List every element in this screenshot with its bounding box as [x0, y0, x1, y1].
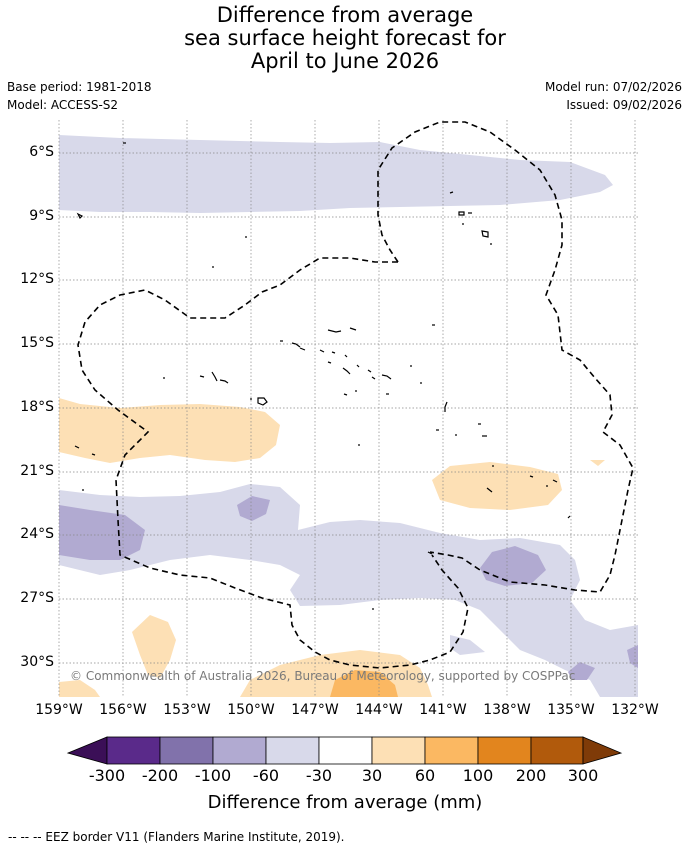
- title-line-2: sea surface height forecast for: [184, 26, 506, 50]
- pos-speck-east: [590, 460, 605, 466]
- title-line-1: Difference from average: [216, 3, 474, 27]
- neg-patch-southeast: [568, 662, 595, 680]
- lon-label-147w: 147°W: [291, 702, 339, 718]
- lat-label-15s: 15°S: [20, 335, 54, 351]
- neg-speck-south: [450, 635, 485, 655]
- issued-date: Issued: 09/02/2026: [566, 98, 682, 112]
- pos-region-east: [432, 462, 562, 510]
- lat-label-30s: 30°S: [20, 654, 54, 670]
- colorbar-tick: 200: [515, 766, 547, 785]
- lon-label-144w: 144°W: [355, 702, 403, 718]
- anomaly-field: [59, 135, 638, 697]
- model-run: Model run: 07/02/2026: [544, 80, 682, 94]
- meta-right: Model run: 07/02/2026 Issued: 09/02/2026: [545, 78, 682, 114]
- lon-label-135w: 135°W: [547, 702, 595, 718]
- copyright-notice: © Commonwealth of Australia 2026, Bureau…: [70, 669, 576, 683]
- lat-label-6s: 6°S: [29, 144, 54, 160]
- colorbar-bin-4: [265, 736, 320, 765]
- islands: [74, 142, 571, 610]
- lat-label-9s: 9°S: [29, 208, 54, 224]
- lat-label-12s: 12°S: [20, 271, 54, 287]
- pos-region-southwest-corner: [59, 680, 100, 697]
- neg-patch-central: [237, 496, 270, 521]
- colorbar-bin-7: [424, 736, 479, 765]
- colorbar-bin-9: [530, 736, 584, 765]
- eez-border: [77, 121, 634, 669]
- pos-region-west: [59, 398, 280, 463]
- lon-label-150w: 150°W: [227, 702, 275, 718]
- map-title: Difference from average sea surface heig…: [0, 4, 690, 73]
- colorbar-tick: 30: [361, 766, 383, 785]
- colorbar-tick: -60: [252, 766, 280, 785]
- lon-label-156w: 156°W: [99, 702, 147, 718]
- neg-region-south: [59, 484, 638, 697]
- colorbar-tick: -100: [194, 766, 232, 785]
- colorbar-bin-1: [106, 736, 161, 765]
- lon-label-153w: 153°W: [163, 702, 211, 718]
- graticule: [58, 120, 638, 697]
- colorbar-bin-5: [318, 736, 373, 765]
- colorbar: [66, 736, 623, 765]
- colorbar-tick: -300: [88, 766, 126, 785]
- colorbar-tick: 300: [567, 766, 599, 785]
- colorbar-tick: -30: [305, 766, 333, 785]
- lat-label-27s: 27°S: [20, 590, 54, 606]
- colorbar-tick: 60: [414, 766, 436, 785]
- colorbar-bin-8: [477, 736, 532, 765]
- lat-label-18s: 18°S: [20, 399, 54, 415]
- eez-footnote: -- -- -- EEZ border V11 (Flanders Marine…: [8, 830, 345, 844]
- lat-label-21s: 21°S: [20, 463, 54, 479]
- title-line-3: April to June 2026: [250, 49, 440, 73]
- colorbar-bin-3: [212, 736, 267, 765]
- model-name: Model: ACCESS-S2: [7, 98, 119, 112]
- lon-label-141w: 141°W: [419, 702, 467, 718]
- colorbar-bin-2: [159, 736, 214, 765]
- lon-label-132w: 132°W: [611, 702, 659, 718]
- lon-label-138w: 138°W: [483, 702, 531, 718]
- neg-region-north: [59, 135, 613, 213]
- pos-region-southwest: [132, 615, 176, 678]
- colorbar-above-arrow: [582, 736, 623, 765]
- lat-label-24s: 24°S: [20, 526, 54, 542]
- colorbar-tick: 100: [462, 766, 494, 785]
- lon-label-159w: 159°W: [35, 702, 83, 718]
- colorbar-bin-6: [371, 736, 426, 765]
- base-period: Base period: 1981-2018: [7, 80, 152, 94]
- colorbar-tick: -200: [141, 766, 179, 785]
- neg-patch-edge: [627, 645, 638, 668]
- pos-patch-south-medium: [330, 670, 398, 697]
- colorbar-below-arrow: [66, 736, 108, 765]
- colorbar-title: Difference from average (mm): [207, 792, 483, 813]
- meta-left: Base period: 1981-2018 Model: ACCESS-S2: [7, 78, 152, 114]
- neg-patch-southwest: [59, 505, 145, 560]
